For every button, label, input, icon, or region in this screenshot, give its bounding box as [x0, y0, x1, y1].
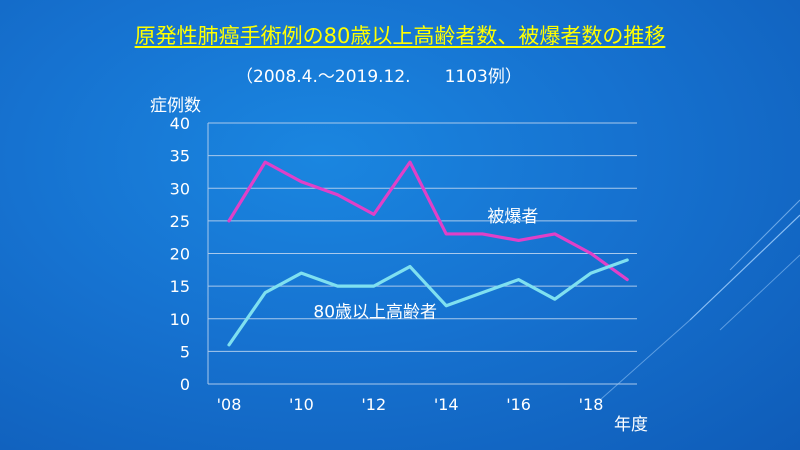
- y-tick-label: 20: [170, 245, 190, 264]
- y-tick-label: 15: [170, 277, 190, 296]
- x-tick-label: '10: [289, 395, 314, 414]
- x-tick-label: '08: [217, 395, 242, 414]
- y-tick-label: 25: [170, 212, 190, 231]
- y-tick-label: 10: [170, 310, 190, 329]
- chart-subtitle: （2008.4.～2019.12. 1103例）: [236, 67, 522, 87]
- series-line: [227, 258, 629, 347]
- y-tick-label: 0: [180, 375, 190, 394]
- series-label: 80歳以上高齢者: [313, 302, 437, 322]
- chart-title: 原発性肺癌手術例の80歳以上高齢者数、被爆者数の推移: [134, 24, 666, 48]
- y-tick-label: 40: [170, 114, 190, 133]
- series-line: [227, 160, 629, 282]
- y-tick-label: 30: [170, 179, 190, 198]
- series-label: 被爆者: [487, 207, 538, 227]
- y-axis-label: 症例数: [150, 96, 201, 116]
- y-tick-label: 35: [170, 147, 190, 166]
- x-tick-label: '16: [506, 395, 531, 414]
- y-tick-label: 5: [180, 342, 190, 361]
- x-tick-label: '18: [579, 395, 604, 414]
- x-tick-label: '12: [361, 395, 386, 414]
- x-tick-label: '14: [434, 395, 459, 414]
- x-axis-label: 年度: [614, 415, 648, 435]
